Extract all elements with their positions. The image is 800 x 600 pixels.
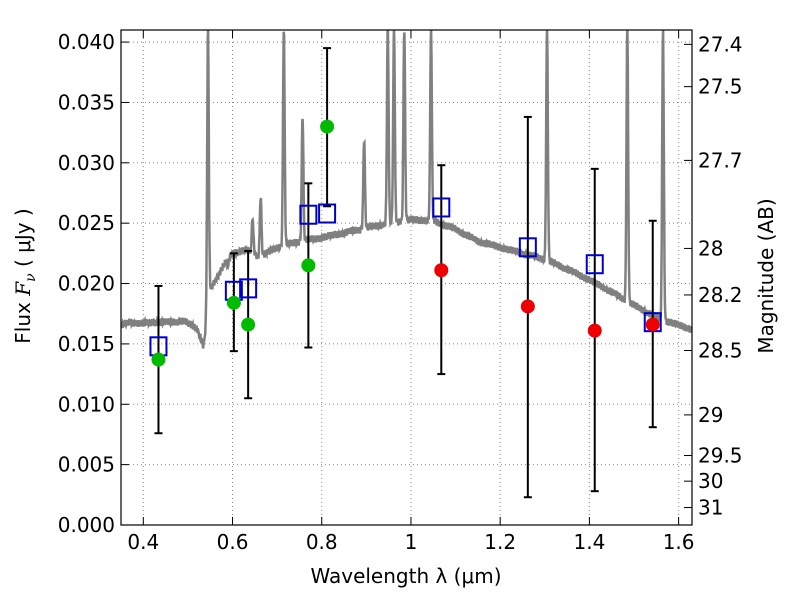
x-axis-label: Wavelength λ (μm): [310, 564, 501, 588]
observed-point-red: [434, 263, 449, 278]
y-axis-label-left: Flux Fν ( μJy ): [11, 208, 39, 343]
axis-ticks: [121, 30, 692, 526]
y-label-symbol: F: [11, 281, 35, 297]
y-tick-label: 0.005: [58, 453, 115, 477]
x-tick-labels: 0.4 0.6 0.8 1 1.2 1.4 1.6: [127, 530, 694, 554]
model-square: [518, 237, 537, 258]
y-label-subscript: ν: [23, 273, 39, 282]
x-tick-label: 1.2: [484, 530, 516, 554]
x-tick-label: 1: [405, 530, 418, 554]
mag-tick-label: 28.5: [698, 338, 743, 362]
plot-frame: [120, 29, 693, 526]
y-tick-labels: 0.000 0.005 0.010 0.015 0.020 0.025 0.030 0.035…: [58, 30, 115, 537]
x-tick-label: 0.4: [127, 530, 159, 554]
y-label-unit: ( μJy ): [11, 208, 35, 273]
mag-tick-label: 27.7: [698, 148, 743, 172]
model-square: [318, 203, 337, 224]
error-bars: [154, 47, 657, 499]
observed-point-green: [151, 352, 166, 367]
observed-point-green: [226, 295, 241, 310]
mag-tick-label: 28.2: [698, 283, 743, 307]
y-tick-label: 0.040: [58, 30, 115, 54]
observed-point-red: [587, 323, 602, 338]
grid-lines: [121, 30, 692, 526]
y-tick-label: 0.035: [58, 90, 115, 114]
mag-tick-label: 28: [698, 236, 723, 260]
x-tick-label: 1.6: [663, 530, 695, 554]
spectrum-line: [121, 30, 692, 349]
y-tick-label: 0.030: [58, 151, 115, 175]
y-tick-label: 0.015: [58, 332, 115, 356]
model-square: [432, 197, 451, 218]
x-tick-label: 0.8: [306, 530, 338, 554]
observed-point-red: [645, 317, 660, 332]
observed-point-green: [320, 119, 335, 134]
mag-tick-label: 31: [698, 496, 723, 520]
observed-point-green: [241, 317, 256, 332]
y-tick-label: 0.020: [58, 272, 115, 296]
mag-tick-label: 29: [698, 403, 723, 427]
y-axis-label-right: Magnitude (AB): [754, 198, 778, 353]
observed-point-red: [520, 299, 535, 314]
mag-tick-label: 29.5: [698, 444, 743, 468]
magnitude-tick-labels: 27.4 27.5 27.7 28 28.2 28.5 29 29.530 31: [698, 32, 743, 519]
mag-tick-label: 27.4: [698, 32, 743, 56]
y-tick-label: 0.000: [58, 513, 115, 537]
observed-point-green: [301, 258, 316, 273]
x-tick-label: 0.6: [217, 530, 249, 554]
x-tick-label: 1.4: [573, 530, 605, 554]
mag-tick-label: 27.5: [698, 75, 743, 99]
model-square: [299, 204, 318, 225]
model-square: [585, 254, 604, 275]
y-tick-label: 0.025: [58, 211, 115, 235]
y-label-prefix: Flux: [11, 296, 35, 344]
spectrum-layer: [121, 30, 692, 349]
markers: [149, 119, 662, 367]
y-tick-label: 0.010: [58, 392, 115, 416]
mag-tick-label: 30: [698, 469, 723, 493]
model-square: [239, 278, 258, 299]
